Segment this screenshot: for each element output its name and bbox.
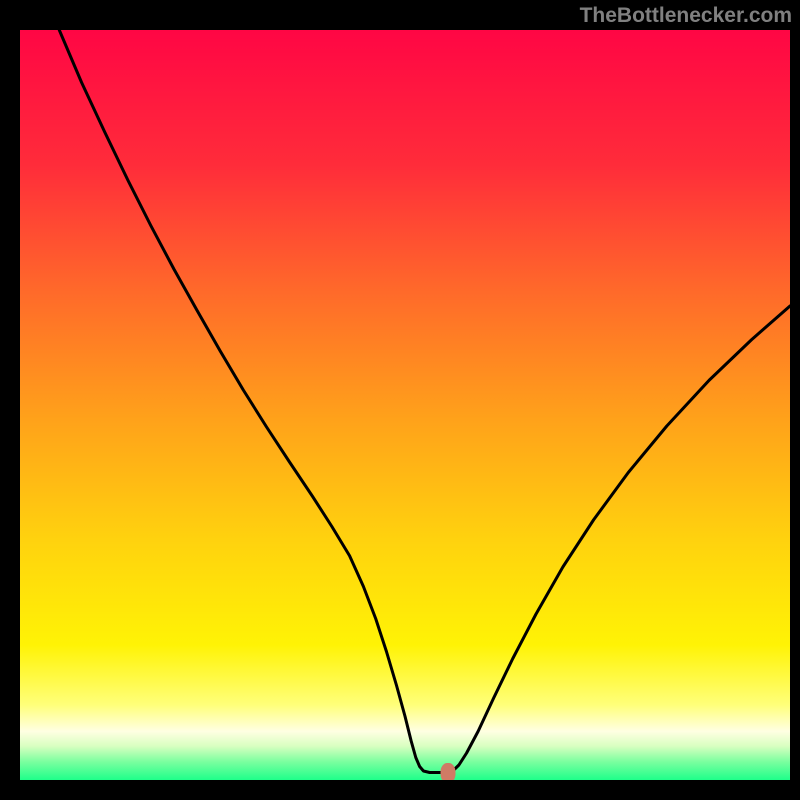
plot-area [20,30,790,780]
frame-bottom [0,780,800,800]
curve-path [59,30,790,773]
frame-left [0,0,20,800]
chart-root: TheBottlenecker.com [0,0,800,800]
optimum-marker [441,763,456,781]
curve-layer [20,30,790,780]
frame-top [0,0,800,30]
frame-right [790,0,800,800]
